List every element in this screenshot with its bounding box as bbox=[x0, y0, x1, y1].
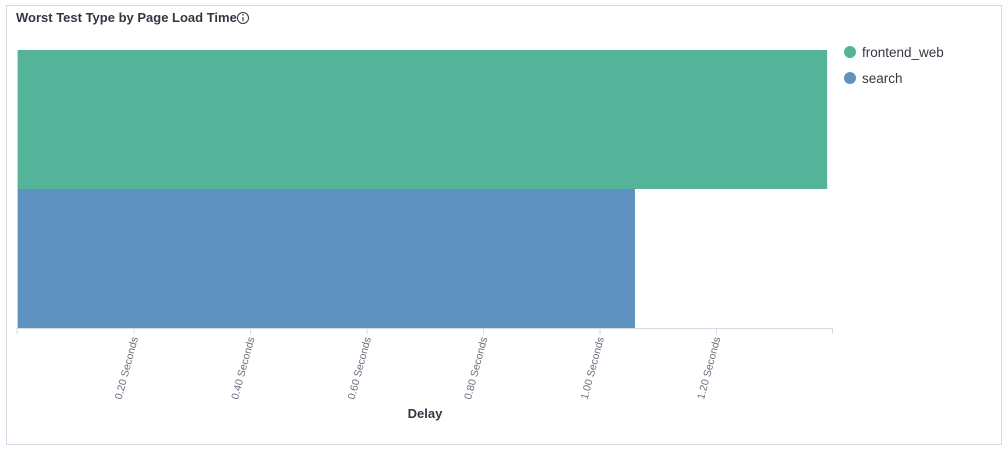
legend-label: search bbox=[862, 71, 903, 86]
x-axis-label: Delay bbox=[408, 406, 443, 421]
bar bbox=[17, 189, 635, 328]
info-icon[interactable] bbox=[237, 12, 249, 24]
legend-label: frontend_web bbox=[862, 45, 944, 60]
legend-swatch bbox=[844, 72, 856, 84]
bar bbox=[17, 50, 828, 189]
chart-title: Worst Test Type by Page Load Time bbox=[16, 10, 237, 25]
legend-swatch bbox=[844, 46, 856, 58]
